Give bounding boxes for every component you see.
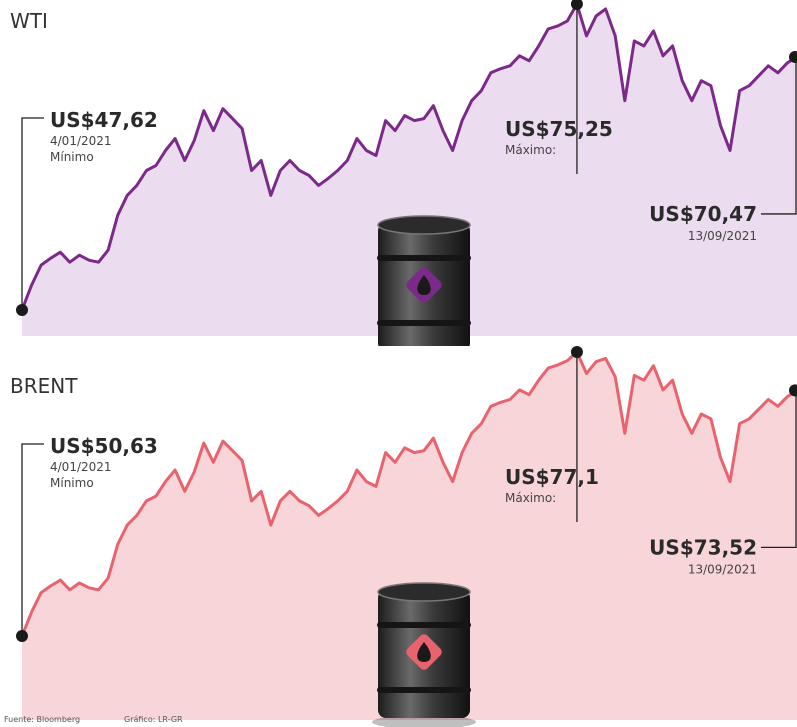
- min-point: [16, 630, 28, 642]
- panel-title: WTI: [10, 9, 48, 33]
- barrel-ring: [377, 687, 471, 693]
- min-note: Mínimo: [50, 476, 94, 490]
- barrel-ring: [377, 622, 471, 628]
- infographic: WTI US$47,62 4/01/2021 Mínimo US$75,25 Máximo…: [0, 0, 797, 727]
- barrel-ring: [377, 255, 471, 261]
- min-point: [16, 304, 28, 316]
- max-note: Máximo:: [505, 143, 556, 157]
- credit: Gráfico: LR-GR: [124, 715, 183, 724]
- min-note: Mínimo: [50, 150, 94, 164]
- last-date: 13/09/2021: [688, 229, 757, 243]
- min-date: 4/01/2021: [50, 134, 112, 148]
- barrel-lid: [378, 583, 470, 601]
- last-label: US$70,47: [649, 202, 757, 226]
- max-point: [571, 346, 583, 358]
- min-label: US$50,63: [50, 434, 158, 458]
- panel: BRENT US$50,63 4/01/2021 Mínimo US$77,1 Máxim…: [0, 346, 797, 727]
- max-label: US$77,1: [505, 465, 599, 489]
- panel-title: BRENT: [10, 374, 78, 398]
- last-date: 13/09/2021: [688, 562, 757, 576]
- last-label: US$73,52: [649, 535, 757, 559]
- barrel-ring: [377, 320, 471, 326]
- source: Fuente: Bloomberg: [4, 715, 80, 724]
- min-date: 4/01/2021: [50, 460, 112, 474]
- max-note: Máximo:: [505, 491, 556, 505]
- max-label: US$75,25: [505, 117, 613, 141]
- min-label: US$47,62: [50, 108, 158, 132]
- panel: WTI US$47,62 4/01/2021 Mínimo US$75,25 Máximo…: [0, 0, 797, 362]
- barrel-lid: [378, 216, 470, 234]
